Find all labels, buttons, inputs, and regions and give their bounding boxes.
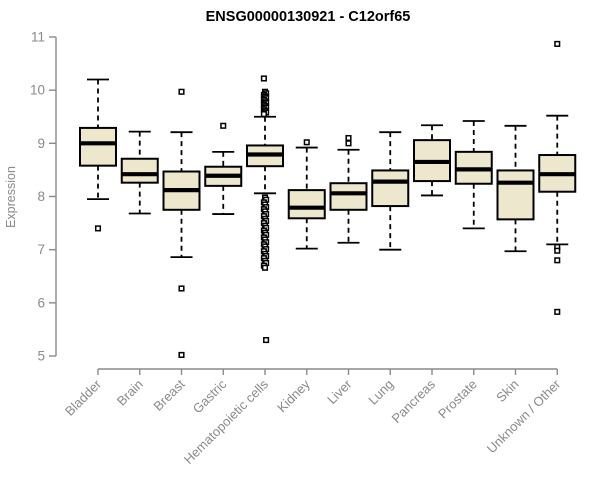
x-tick-label-gastric: Gastric <box>190 376 230 416</box>
box-brain <box>120 157 159 184</box>
y-axis-label: Expression <box>4 166 18 228</box>
outlier-point-hematopoietic-cells <box>260 75 267 82</box>
x-tick-label-brain: Brain <box>114 377 146 409</box>
box-group-kidney <box>287 139 326 250</box>
boxes-group <box>79 40 577 358</box>
outlier-point-unknown-other <box>554 247 561 254</box>
box-liver <box>329 182 368 211</box>
box-bladder <box>79 126 117 167</box>
x-tick-label-prostate: Prostate <box>435 377 480 422</box>
box-group-pancreas <box>413 124 451 197</box>
x-tick-label-bladder: Bladder <box>62 376 105 419</box>
box-lung <box>371 169 410 208</box>
box-group-gastric <box>204 122 243 215</box>
box-group-bladder <box>79 78 117 232</box>
outlier-point-bladder <box>94 225 102 232</box>
box-group-lung <box>371 131 410 251</box>
x-tick-label-kidney: Kidney <box>274 376 313 415</box>
outlier-point-breast <box>178 285 185 292</box>
box-group-breast <box>162 88 201 358</box>
outlier-point-liver <box>345 140 352 147</box>
box-group-prostate <box>454 120 493 230</box>
outlier-point-hematopoietic-cells <box>261 264 269 271</box>
box-group-skin <box>496 124 535 253</box>
box-group-brain <box>120 130 159 215</box>
box-kidney <box>287 189 326 220</box>
outlier-point-breast <box>178 88 185 95</box>
outlier-point-breast <box>178 351 185 358</box>
chart-title: ENSG00000130921 - C12orf65 <box>206 9 411 25</box>
x-tick-label-pancreas: Pancreas <box>389 376 439 426</box>
outlier-point-unknown-other <box>554 308 561 315</box>
box-group-hematopoietic-cells <box>246 75 284 344</box>
x-tick-label-liver: Liver <box>324 376 355 407</box>
box-group-liver <box>329 134 368 244</box>
outlier-point-kidney <box>303 139 310 146</box>
y-tick-label-6: 6 <box>37 295 45 310</box>
y-tick-label-10: 10 <box>30 83 45 98</box>
x-tick-label-breast: Breast <box>150 376 187 413</box>
y-tick-label-8: 8 <box>37 189 45 204</box>
outlier-point-hematopoietic-cells <box>263 337 270 344</box>
x-tick-label-lung: Lung <box>365 377 396 408</box>
outlier-point-unknown-other <box>554 40 561 47</box>
outlier-point-liver <box>345 134 352 142</box>
box-skin <box>496 169 535 221</box>
outlier-point-unknown-other <box>554 257 561 264</box>
y-tick-label-11: 11 <box>31 30 45 45</box>
x-tick-label-skin: Skin <box>493 377 521 405</box>
y-tick-label-5: 5 <box>37 349 45 364</box>
outlier-point-hematopoietic-cells <box>260 111 267 118</box>
y-tick-label-9: 9 <box>37 136 45 151</box>
box-group-unknown-other <box>538 40 577 315</box>
outlier-point-gastric <box>220 122 227 129</box>
x-tick-label-unknown-other: Unknown / Other <box>484 376 564 456</box>
y-tick-label-7: 7 <box>37 242 45 257</box>
